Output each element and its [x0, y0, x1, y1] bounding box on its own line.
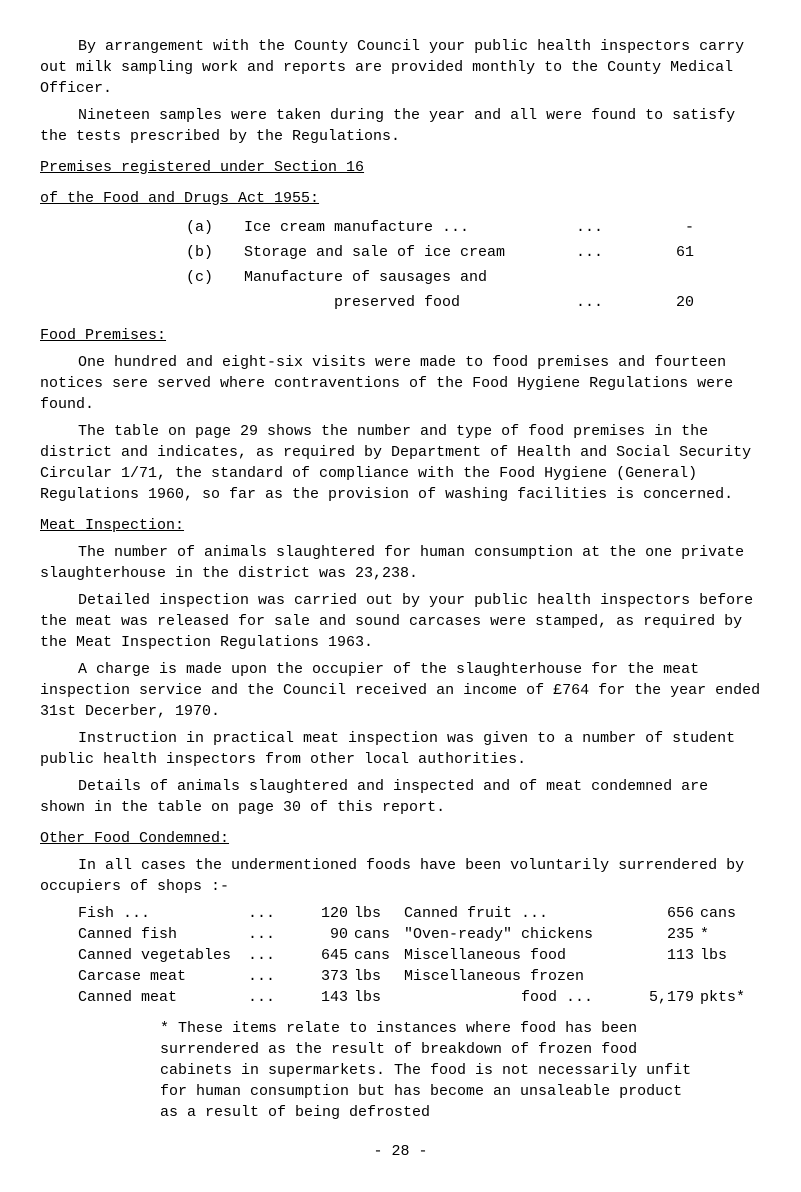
unit: cans [354, 945, 404, 966]
reg-text: preserved food [238, 290, 570, 315]
reg-dots: ... [570, 215, 642, 240]
dots: ... [248, 987, 298, 1008]
paragraph: By arrangement with the County Council y… [40, 36, 761, 99]
qty: 373 [298, 966, 354, 987]
food-name: food ... [404, 987, 630, 1008]
reg-text: Storage and sale of ice cream [238, 240, 570, 265]
unit: pkts* [700, 987, 750, 1008]
list-item: Fish ... ... 120 lbs Canned fruit ... 65… [78, 903, 761, 924]
food-name: Miscellaneous food [404, 945, 630, 966]
qty [630, 966, 700, 987]
unit: * [700, 924, 750, 945]
qty: 645 [298, 945, 354, 966]
list-item: Canned fish ... 90 cans "Oven-ready" chi… [78, 924, 761, 945]
footnote: * These items relate to instances where … [160, 1018, 700, 1123]
reg-value [642, 265, 700, 290]
unit: lbs [354, 903, 404, 924]
list-item: Canned meat ... 143 lbs food ... 5,179 p… [78, 987, 761, 1008]
reg-value: - [642, 215, 700, 240]
list-item: Carcase meat ... 373 lbs Miscellaneous f… [78, 966, 761, 987]
reg-value: 61 [642, 240, 700, 265]
food-name: Carcase meat [78, 966, 248, 987]
section-heading: Meat Inspection: [40, 515, 761, 536]
reg-key: (b) [180, 240, 238, 265]
dots: ... [248, 945, 298, 966]
qty: 235 [630, 924, 700, 945]
paragraph: The table on page 29 shows the number an… [40, 421, 761, 505]
reg-dots [570, 265, 642, 290]
section-heading: Food Premises: [40, 325, 761, 346]
reg-key: (c) [180, 265, 238, 290]
reg-key [180, 290, 238, 315]
dots: ... [248, 924, 298, 945]
qty: 90 [298, 924, 354, 945]
paragraph: Details of animals slaughtered and inspe… [40, 776, 761, 818]
food-name: Miscellaneous frozen [404, 966, 630, 987]
reg-key: (a) [180, 215, 238, 240]
food-name: Canned meat [78, 987, 248, 1008]
food-name: Canned fruit ... [404, 903, 630, 924]
page-number: - 28 - [40, 1141, 761, 1162]
reg-dots: ... [570, 290, 642, 315]
qty: 5,179 [630, 987, 700, 1008]
qty: 120 [298, 903, 354, 924]
reg-text: Ice cream manufacture ... [238, 215, 570, 240]
paragraph: The number of animals slaughtered for hu… [40, 542, 761, 584]
unit: lbs [354, 966, 404, 987]
paragraph: A charge is made upon the occupier of th… [40, 659, 761, 722]
list-item: Canned vegetables ... 645 cans Miscellan… [78, 945, 761, 966]
food-name: Fish ... [78, 903, 248, 924]
registration-table: (a) Ice cream manufacture ... ... - (b) … [180, 215, 700, 315]
reg-value: 20 [642, 290, 700, 315]
unit: lbs [354, 987, 404, 1008]
food-list: Fish ... ... 120 lbs Canned fruit ... 65… [78, 903, 761, 1008]
unit: cans [700, 903, 750, 924]
section-subheading: of the Food and Drugs Act 1955: [40, 188, 761, 209]
unit [700, 966, 750, 987]
dots: ... [248, 903, 298, 924]
section-heading: Other Food Condemned: [40, 828, 761, 849]
table-row: (c) Manufacture of sausages and [180, 265, 700, 290]
table-row: (b) Storage and sale of ice cream ... 61 [180, 240, 700, 265]
reg-text: Manufacture of sausages and [238, 265, 570, 290]
qty: 143 [298, 987, 354, 1008]
table-row: preserved food ... 20 [180, 290, 700, 315]
paragraph: In all cases the undermentioned foods ha… [40, 855, 761, 897]
qty: 113 [630, 945, 700, 966]
paragraph: Nineteen samples were taken during the y… [40, 105, 761, 147]
unit: lbs [700, 945, 750, 966]
qty: 656 [630, 903, 700, 924]
section-heading: Premises registered under Section 16 [40, 157, 761, 178]
food-name: Canned vegetables [78, 945, 248, 966]
paragraph: Detailed inspection was carried out by y… [40, 590, 761, 653]
unit: cans [354, 924, 404, 945]
table-row: (a) Ice cream manufacture ... ... - [180, 215, 700, 240]
paragraph: Instruction in practical meat inspection… [40, 728, 761, 770]
food-name: Canned fish [78, 924, 248, 945]
paragraph: One hundred and eight-six visits were ma… [40, 352, 761, 415]
dots: ... [248, 966, 298, 987]
food-name: "Oven-ready" chickens [404, 924, 630, 945]
reg-dots: ... [570, 240, 642, 265]
